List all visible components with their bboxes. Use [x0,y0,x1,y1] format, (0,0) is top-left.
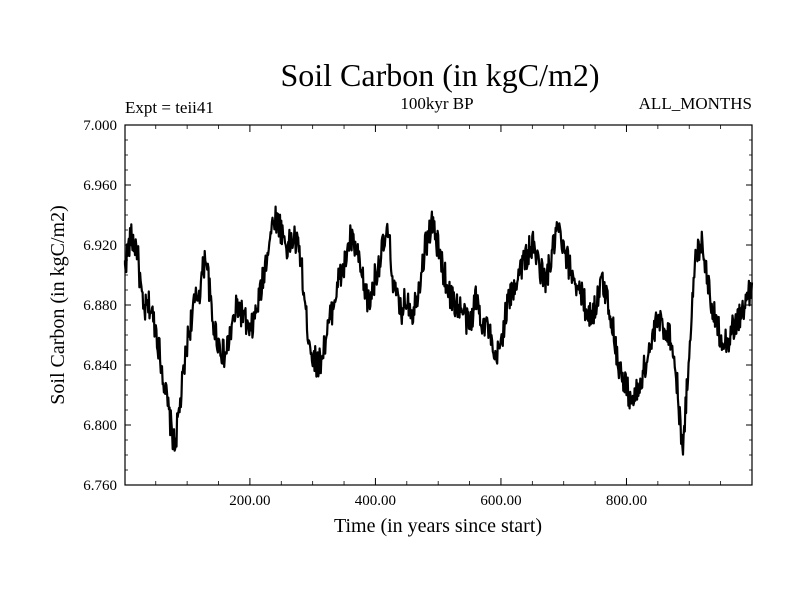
y-tick-label: 6.840 [83,358,117,374]
period-label: 100kyr BP [400,94,473,113]
x-tick-label: 600.00 [480,493,521,509]
y-axis-label: Soil Carbon (in kgC/m2) [47,205,69,404]
y-tick-label: 6.920 [83,238,117,254]
plot-area: 6.760 6.800 6.840 6.880 6.920 6.960 7.000 200.… [83,118,754,509]
soil-carbon-series-line [123,205,754,456]
x-tick-label: 800.00 [606,493,647,509]
x-axis: 200.00 400.00 600.00 800.00 [155,125,722,509]
y-tick-label: 6.880 [83,298,117,314]
y-tick-label: 7.000 [83,118,117,134]
chart-title: Soil Carbon (in kgC/m2) [280,57,599,93]
y-axis: 6.760 6.800 6.840 6.880 6.920 6.960 7.000 [83,118,752,494]
plot-frame [124,124,753,486]
experiment-label: Expt = teii41 [125,98,214,117]
y-tick-label: 6.800 [83,418,117,434]
x-axis-label: Time (in years since start) [334,515,542,537]
x-tick-label: 400.00 [355,493,396,509]
y-tick-label: 6.960 [83,178,117,194]
months-label: ALL_MONTHS [639,94,752,113]
x-tick-label: 200.00 [229,493,270,509]
y-tick-label: 6.760 [83,478,117,494]
